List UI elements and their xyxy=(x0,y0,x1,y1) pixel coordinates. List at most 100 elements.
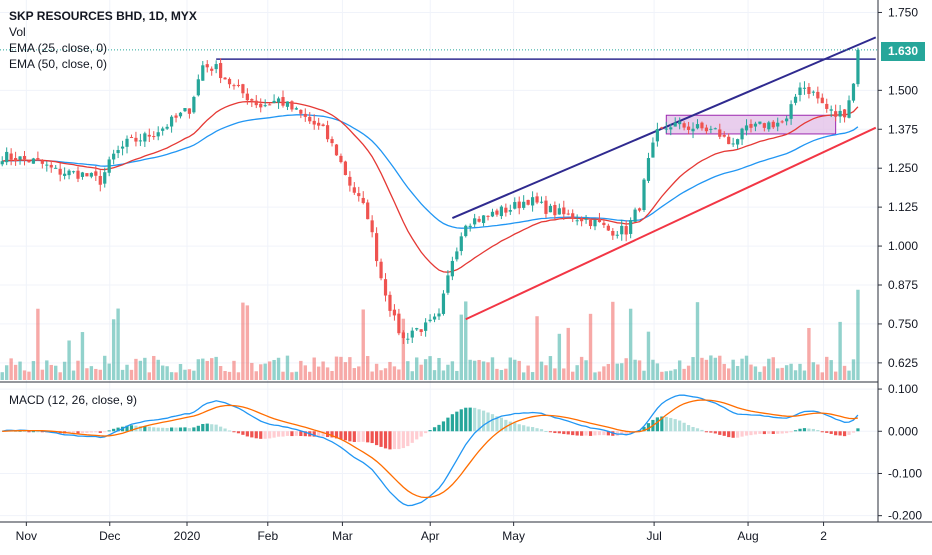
volume-bar xyxy=(753,366,758,380)
macd-histogram-bar xyxy=(664,416,668,432)
candle xyxy=(620,219,624,241)
macd-histogram-bar xyxy=(290,431,294,437)
macd-histogram-bar xyxy=(98,431,102,433)
volume-bars xyxy=(0,289,860,380)
volume-bar xyxy=(740,358,744,380)
volume-bar xyxy=(495,368,499,380)
volume-bar xyxy=(700,357,704,380)
volume-bar xyxy=(58,372,62,380)
candle xyxy=(477,216,481,223)
macd-histogram-bar xyxy=(227,430,232,432)
volume-bar xyxy=(388,361,392,380)
candle xyxy=(169,115,174,133)
volume-bar xyxy=(553,368,557,380)
macd-histogram-bar xyxy=(513,422,517,432)
candle xyxy=(361,191,365,205)
candle xyxy=(138,133,142,147)
volume-bar xyxy=(530,372,535,380)
candle xyxy=(606,223,610,232)
macd-histogram-bar xyxy=(245,431,249,437)
candle xyxy=(695,119,700,130)
volume-bar xyxy=(67,340,71,380)
volume-bar xyxy=(762,366,767,380)
macd-histogram-bar xyxy=(446,417,450,432)
candle xyxy=(802,81,807,95)
volume-bar xyxy=(143,357,147,380)
macd-histogram-bar xyxy=(272,431,276,438)
macd-histogram-bar xyxy=(530,427,535,432)
volume-bar xyxy=(232,360,236,380)
candle xyxy=(397,308,401,336)
macd-legend: MACD (12, 26, close, 9) xyxy=(9,393,138,407)
volume-bar xyxy=(481,361,486,380)
candle xyxy=(655,122,659,147)
candle xyxy=(691,122,695,139)
candle xyxy=(432,313,437,323)
volume-bar xyxy=(85,368,89,380)
candle xyxy=(758,121,762,125)
macd-histogram-bar xyxy=(740,431,744,437)
lower-trend-line xyxy=(465,126,877,321)
volume-bar xyxy=(789,363,793,380)
macd-histogram-bar xyxy=(820,431,824,433)
candle xyxy=(13,151,18,166)
macd-histogram-bar xyxy=(303,431,307,437)
volume-bar xyxy=(285,355,290,380)
macd-histogram-bar xyxy=(276,431,281,437)
time-tick-label: Mar xyxy=(332,529,353,543)
volume-bar xyxy=(210,358,214,380)
candle xyxy=(357,186,361,202)
price-axis[interactable]: 1.750 1.500 1.375 1.250 1.125 1.000 0.875 0.750… xyxy=(878,5,918,370)
candle xyxy=(156,126,160,141)
volume-bar xyxy=(36,308,40,380)
volume-bar xyxy=(571,371,575,380)
volume-bar xyxy=(218,366,223,380)
price-tick-label: 1.000 xyxy=(888,239,918,253)
macd-histogram-bar xyxy=(334,431,339,439)
candle xyxy=(762,122,766,132)
candle xyxy=(566,209,570,216)
candle xyxy=(468,223,472,232)
time-axis[interactable]: Nov Dec 2020 Feb Mar Apr May Jul Aug 2 xyxy=(16,522,828,543)
volume-bar xyxy=(807,327,811,380)
macd-histogram-bar xyxy=(838,431,842,436)
candle xyxy=(85,173,89,177)
macd-axis[interactable]: 0.100 0.000 -0.100 -0.200 xyxy=(878,382,922,523)
volume-bar xyxy=(406,361,410,380)
volume-bar xyxy=(410,371,414,380)
candle xyxy=(504,203,508,217)
candle xyxy=(789,100,793,125)
macd-histogram-bar xyxy=(103,431,107,433)
volume-bar xyxy=(441,370,446,380)
macd-histogram-bar xyxy=(669,417,673,432)
macd-histogram-bar xyxy=(553,431,557,434)
time-tick-label: Nov xyxy=(16,529,37,543)
price-tick-label: 0.625 xyxy=(888,356,918,370)
candle xyxy=(575,214,579,226)
macd-histogram-bar xyxy=(138,426,142,432)
candle xyxy=(103,167,107,188)
volume-bar xyxy=(842,365,847,380)
macd-histogram-bar xyxy=(352,431,356,442)
volume-bar xyxy=(633,359,637,380)
candle xyxy=(245,88,249,105)
time-tick-label: Dec xyxy=(99,529,120,543)
volume-bar xyxy=(575,365,579,380)
candle xyxy=(134,131,138,147)
volume-bar xyxy=(820,372,824,380)
macd-histogram-bar xyxy=(366,431,370,443)
macd-histogram-bar xyxy=(526,426,530,432)
volume-bar xyxy=(802,370,807,380)
volume-bar xyxy=(259,364,263,380)
macd-histogram-bar xyxy=(343,431,348,441)
candle xyxy=(669,123,673,136)
volume-bar xyxy=(691,357,695,380)
candle xyxy=(490,208,495,218)
macd-tick-label: -0.100 xyxy=(888,466,922,480)
volume-bar xyxy=(62,361,67,380)
candle xyxy=(441,290,446,316)
candle xyxy=(793,93,798,106)
volume-bar xyxy=(98,369,102,380)
